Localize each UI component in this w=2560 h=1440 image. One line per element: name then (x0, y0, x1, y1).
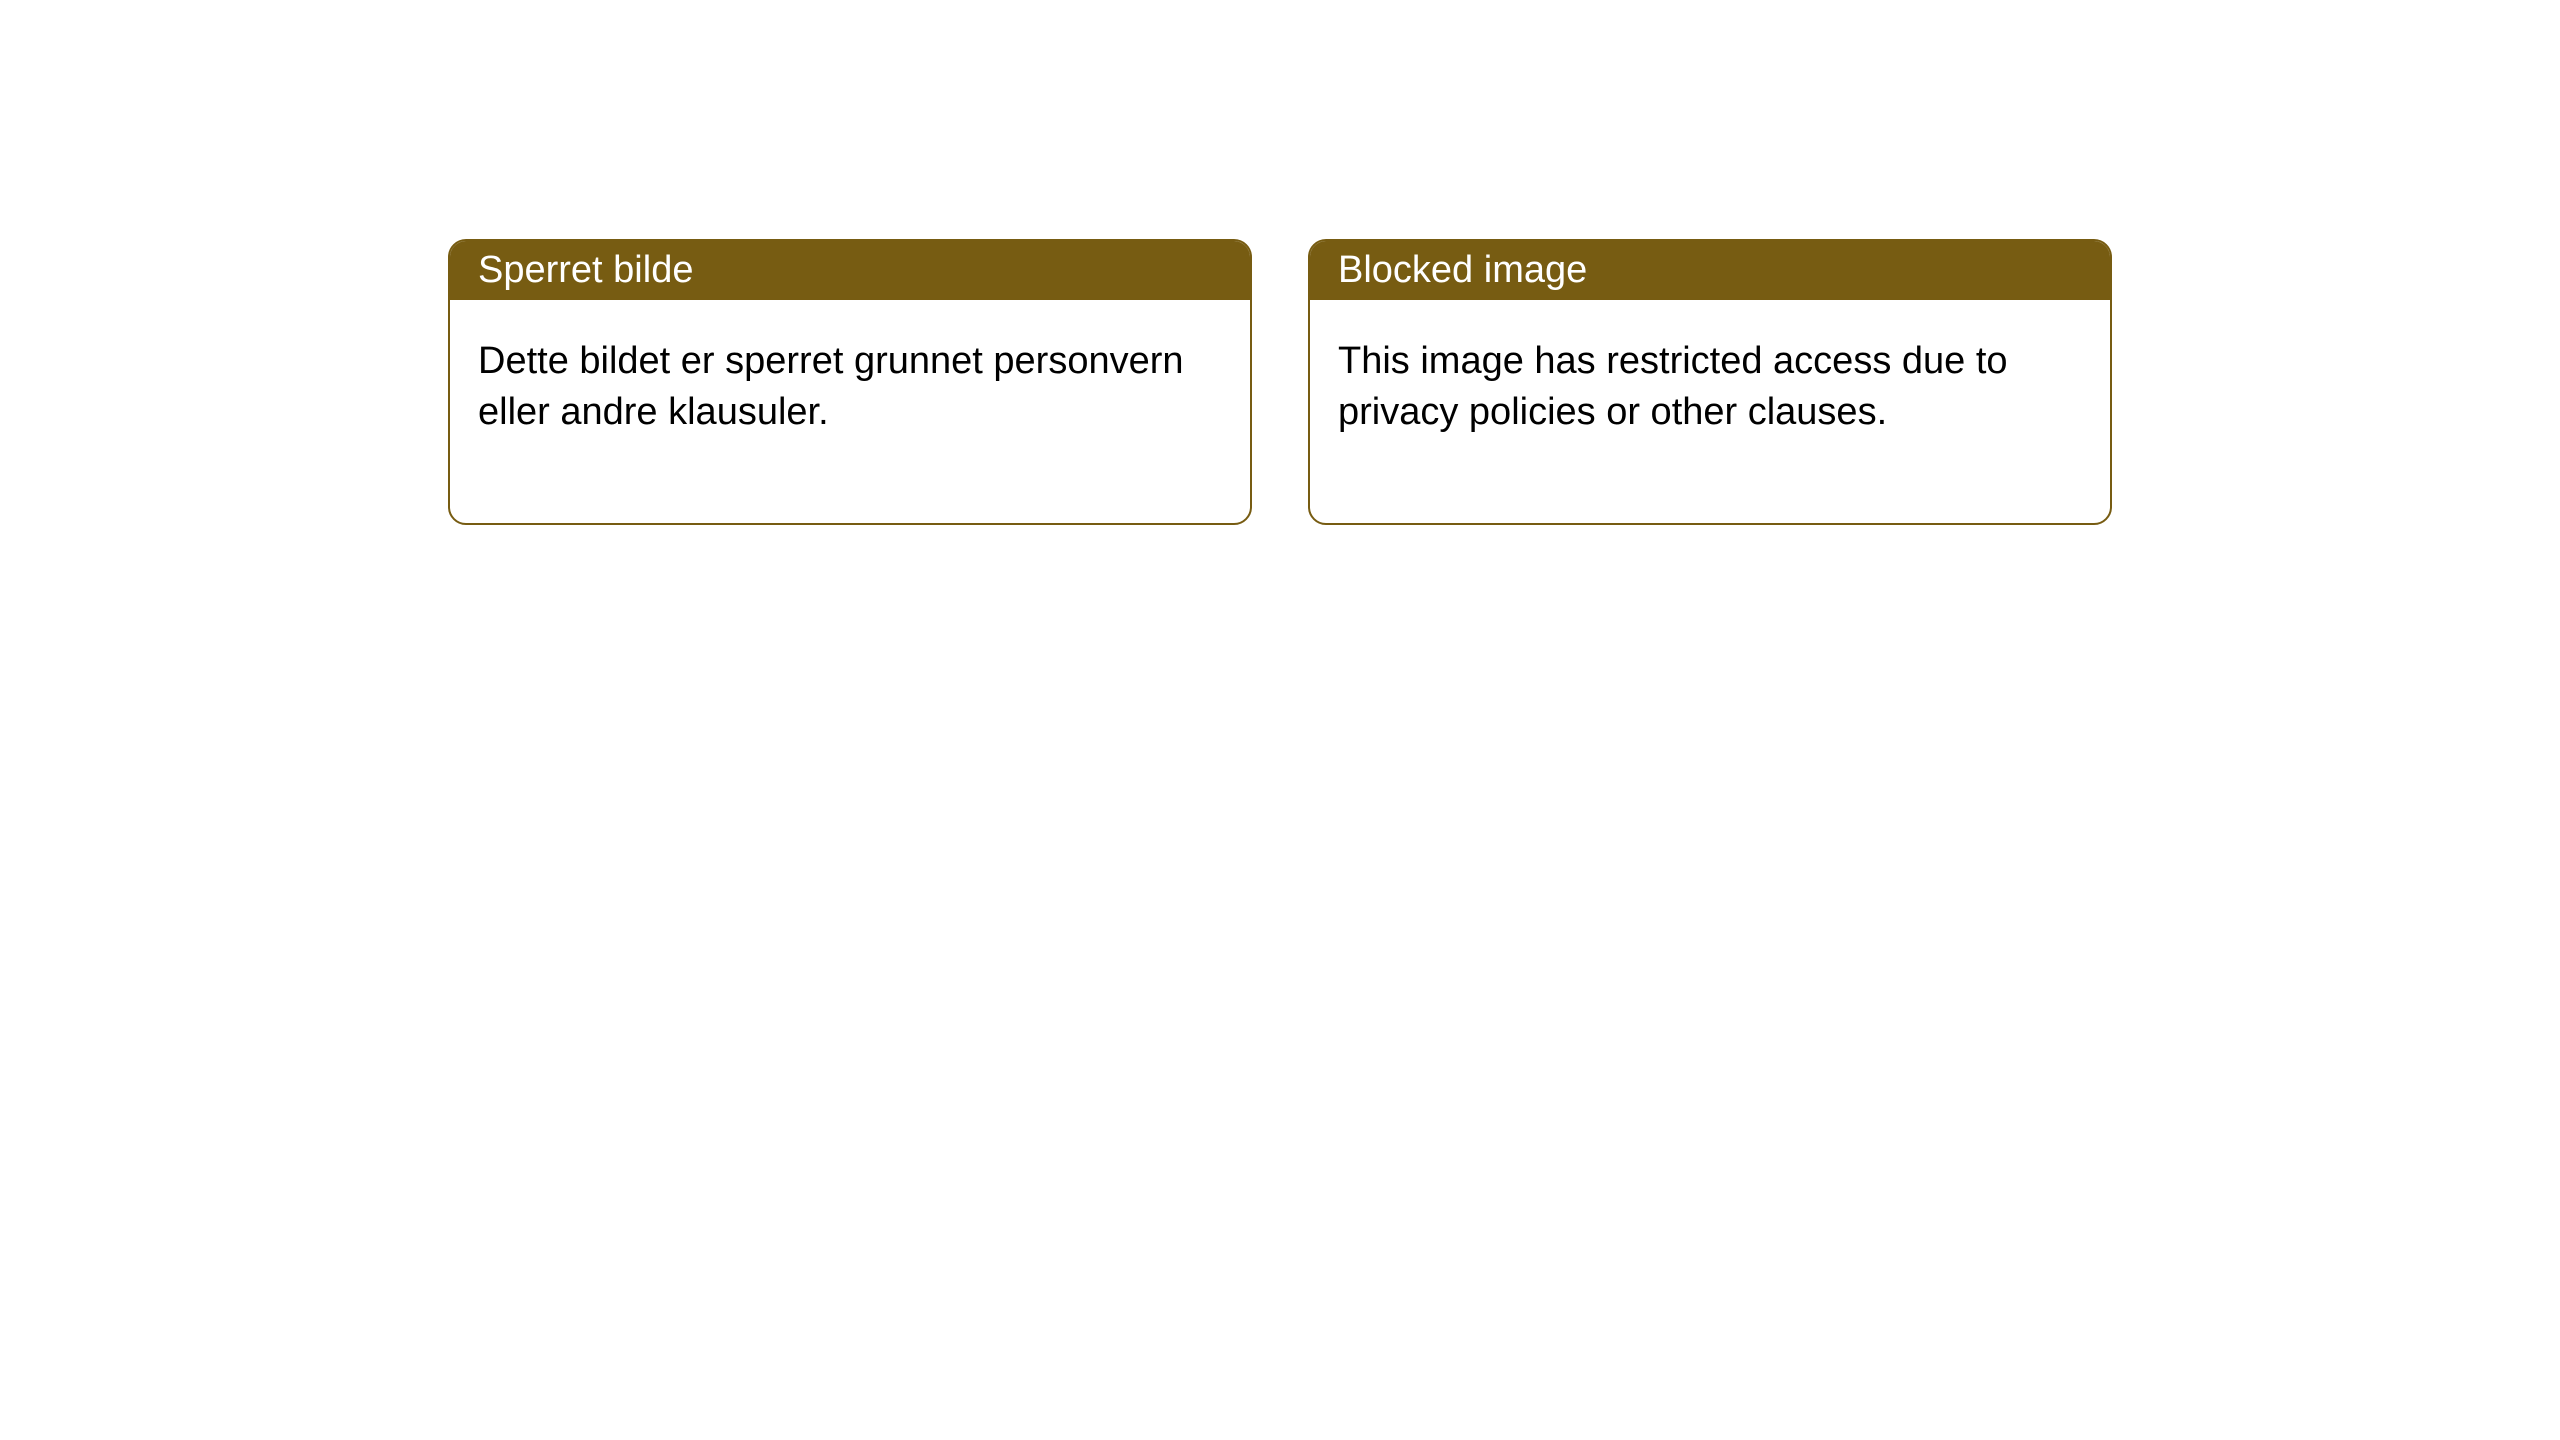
card-body: This image has restricted access due to … (1310, 300, 2110, 523)
card-header: Sperret bilde (450, 241, 1250, 300)
card-body-text: This image has restricted access due to … (1338, 340, 2008, 433)
card-header: Blocked image (1310, 241, 2110, 300)
card-body-text: Dette bildet er sperret grunnet personve… (478, 340, 1184, 433)
card-title: Sperret bilde (478, 249, 693, 291)
notice-container: Sperret bilde Dette bildet er sperret gr… (448, 239, 2112, 525)
blocked-image-card-en: Blocked image This image has restricted … (1308, 239, 2112, 525)
card-title: Blocked image (1338, 249, 1587, 291)
blocked-image-card-no: Sperret bilde Dette bildet er sperret gr… (448, 239, 1252, 525)
card-body: Dette bildet er sperret grunnet personve… (450, 300, 1250, 523)
